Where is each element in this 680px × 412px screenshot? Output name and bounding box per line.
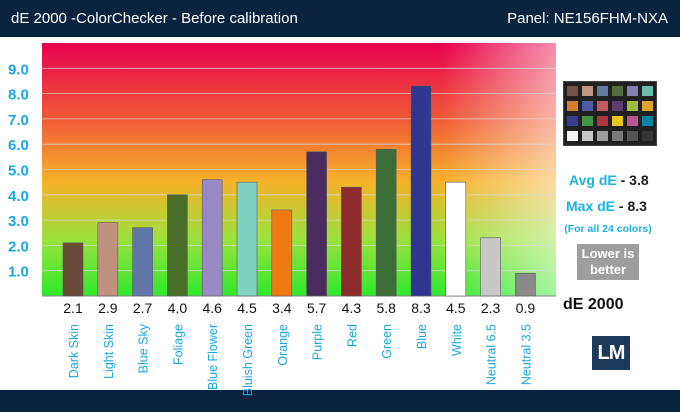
category-label: White bbox=[450, 324, 464, 356]
y-tick-label: 8.0 bbox=[8, 87, 29, 104]
avg-de-stat: Avg dE - 3.8 bbox=[569, 172, 649, 188]
bar bbox=[341, 186, 362, 297]
category-label: Red bbox=[345, 324, 359, 347]
lower-is-better-badge: Lower is better bbox=[577, 244, 639, 280]
category-label: Foliage bbox=[171, 324, 185, 365]
bar bbox=[410, 85, 432, 297]
checker-swatch bbox=[642, 86, 653, 96]
bar bbox=[97, 222, 119, 297]
category-label: Dark Skin bbox=[67, 324, 81, 378]
bar bbox=[132, 227, 153, 297]
category-label: Neutral 6.5 bbox=[485, 324, 499, 385]
chart-title: dE 2000 -ColorChecker - Before calibrati… bbox=[11, 10, 298, 27]
checker-swatch bbox=[567, 101, 578, 111]
category-label: Blue bbox=[415, 324, 429, 349]
checker-swatch bbox=[582, 101, 593, 111]
checker-swatch bbox=[597, 86, 608, 96]
category-label: Green bbox=[380, 324, 394, 359]
value-label: 8.3 bbox=[411, 300, 431, 316]
value-label: 5.8 bbox=[376, 300, 396, 316]
y-tick-label: 3.0 bbox=[8, 213, 29, 230]
value-label: 2.9 bbox=[98, 300, 118, 316]
y-axis-ticks: 1.0 2.0 3.0 4.0 5.0 6.0 7.0 8.0 9.0 bbox=[8, 61, 556, 281]
category-label: Neutral 3.5 bbox=[519, 324, 533, 385]
y-tick-label: 2.0 bbox=[8, 238, 29, 255]
bar bbox=[271, 209, 293, 297]
checker-swatch bbox=[642, 131, 653, 141]
value-label: 3.4 bbox=[272, 300, 292, 316]
bar bbox=[445, 181, 467, 297]
bar bbox=[480, 237, 501, 297]
value-label: 4.6 bbox=[202, 300, 222, 316]
category-label: Bluish Green bbox=[241, 324, 255, 396]
checker-swatch bbox=[582, 116, 593, 126]
value-label: 2.3 bbox=[481, 300, 501, 316]
footer-bar bbox=[0, 390, 680, 412]
checker-swatch bbox=[567, 86, 578, 96]
value-label: 2.7 bbox=[133, 300, 153, 316]
value-label: 4.5 bbox=[446, 300, 466, 316]
checker-swatch bbox=[597, 101, 608, 111]
value-label: 0.9 bbox=[516, 300, 536, 316]
value-label: 4.0 bbox=[168, 300, 188, 316]
checker-swatch bbox=[612, 131, 623, 141]
y-tick-label: 5.0 bbox=[8, 163, 29, 180]
bar bbox=[62, 242, 84, 297]
y-tick-label: 1.0 bbox=[8, 264, 29, 281]
bar bbox=[167, 194, 188, 297]
all-colors-note: (For all 24 colors) bbox=[564, 223, 652, 235]
value-label: 2.1 bbox=[63, 300, 83, 316]
y-tick-label: 6.0 bbox=[8, 137, 29, 154]
category-label: Light Skin bbox=[102, 324, 116, 379]
panel-label: Panel: NE156FHM-NXA bbox=[507, 10, 668, 27]
checker-swatch bbox=[582, 86, 593, 96]
checker-swatch bbox=[642, 116, 653, 126]
checker-swatch bbox=[627, 86, 638, 96]
bars bbox=[62, 85, 536, 297]
checker-swatch bbox=[627, 116, 638, 126]
checker-swatch bbox=[567, 116, 578, 126]
value-label: 4.3 bbox=[342, 300, 362, 316]
y-tick-label: 9.0 bbox=[8, 61, 29, 78]
category-labels: Dark Skin Light Skin Blue Sky Foliage Blue F… bbox=[67, 323, 533, 396]
bar bbox=[236, 181, 258, 297]
lower-line2: better bbox=[589, 262, 627, 277]
category-label: Purple bbox=[311, 324, 325, 360]
bar bbox=[306, 151, 327, 297]
checker-swatch bbox=[567, 131, 578, 141]
value-labels: 2.1 2.9 2.7 4.0 4.6 4.5 3.4 5.7 4.3 5.8 8.3 4.5 2.3 0… bbox=[63, 300, 535, 316]
category-label: Blue Sky bbox=[137, 323, 151, 373]
checker-swatch bbox=[627, 101, 638, 111]
lm-logo: LM bbox=[592, 336, 630, 370]
category-label: Blue Flower bbox=[206, 324, 220, 390]
checker-swatch bbox=[612, 86, 623, 96]
checker-swatch bbox=[597, 131, 608, 141]
category-label: Orange bbox=[276, 324, 290, 366]
checker-swatch bbox=[612, 116, 623, 126]
lower-line1: Lower is bbox=[581, 246, 635, 261]
max-de-stat: Max dE - 8.3 bbox=[566, 198, 647, 214]
checker-swatch bbox=[627, 131, 638, 141]
checker-swatch bbox=[612, 101, 623, 111]
bar bbox=[201, 179, 223, 297]
value-label: 5.7 bbox=[307, 300, 327, 316]
checker-swatch bbox=[642, 101, 653, 111]
header-bar: dE 2000 -ColorChecker - Before calibrati… bbox=[0, 0, 680, 37]
bar bbox=[375, 148, 397, 297]
bar bbox=[515, 272, 536, 297]
metric-label: dE 2000 bbox=[563, 296, 624, 313]
checker-swatch bbox=[597, 116, 608, 126]
checker-swatch bbox=[582, 131, 593, 141]
y-tick-label: 4.0 bbox=[8, 188, 29, 205]
colorchecker-swatch-grid bbox=[563, 81, 657, 146]
value-label: 4.5 bbox=[237, 300, 257, 316]
y-tick-label: 7.0 bbox=[8, 112, 29, 129]
